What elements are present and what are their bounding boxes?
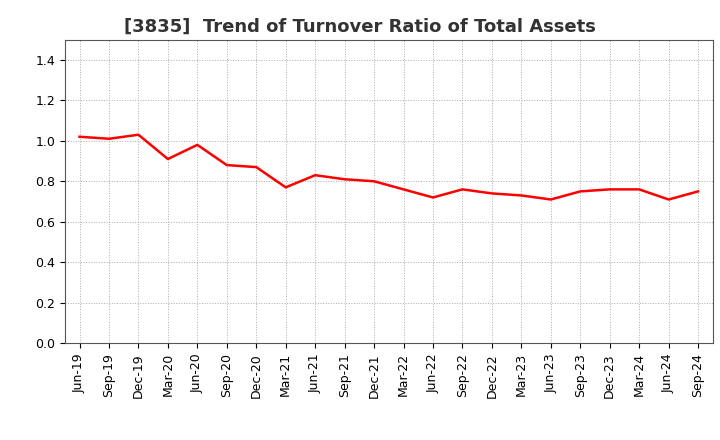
Text: [3835]  Trend of Turnover Ratio of Total Assets: [3835] Trend of Turnover Ratio of Total … <box>124 18 596 36</box>
